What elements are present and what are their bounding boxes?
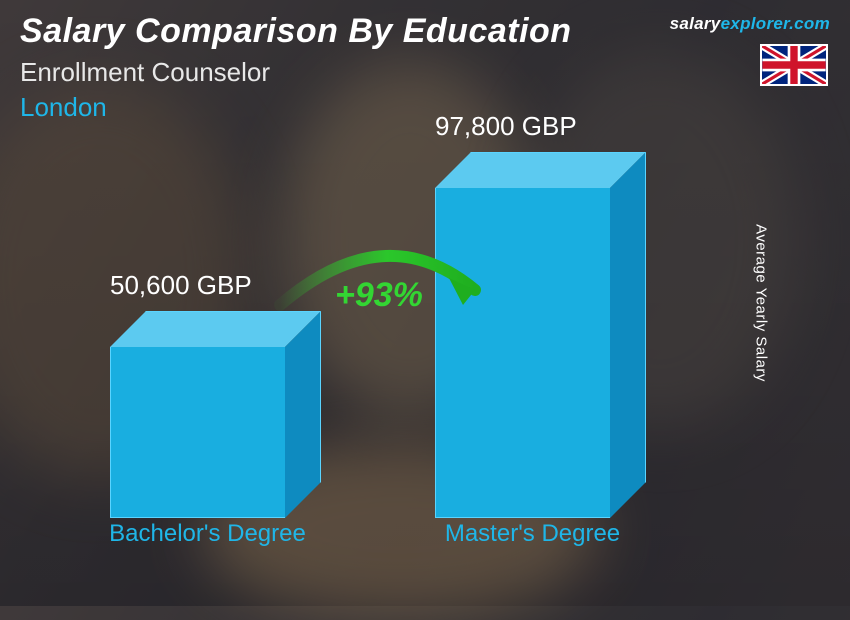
brand-prefix: salary: [670, 14, 721, 33]
y-axis-label: Average Yearly Salary: [753, 224, 770, 382]
bar-label-bachelors: Bachelor's Degree: [100, 520, 315, 548]
job-title: Enrollment Counselor: [20, 57, 572, 88]
bar-chart: 50,600 GBP Bachelor's Degree 97,800 GBP …: [90, 170, 740, 546]
bar-value-masters: 97,800 GBP: [435, 111, 577, 142]
increase-percent: +93%: [335, 276, 423, 315]
bar-side: [610, 152, 646, 518]
page-title: Salary Comparison By Education: [20, 12, 572, 51]
header: Salary Comparison By Education Enrollmen…: [20, 12, 572, 123]
uk-flag-icon: [760, 44, 828, 86]
bar-label-masters: Master's Degree: [425, 520, 640, 548]
bar-value-bachelors: 50,600 GBP: [110, 270, 252, 301]
infographic: Salary Comparison By Education Enrollmen…: [0, 0, 850, 606]
brand-logo: salaryexplorer.com: [670, 14, 830, 34]
brand-suffix: explorer.com: [721, 14, 830, 33]
bar-front: [110, 347, 285, 518]
